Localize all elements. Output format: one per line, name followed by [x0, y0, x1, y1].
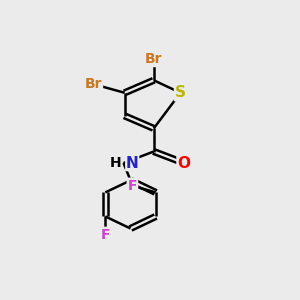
- Text: F: F: [128, 179, 137, 193]
- Text: O: O: [178, 155, 190, 170]
- Text: Br: Br: [85, 77, 102, 91]
- Text: H: H: [110, 156, 121, 170]
- Text: Br: Br: [145, 52, 163, 66]
- Text: N: N: [126, 155, 139, 170]
- Text: F: F: [100, 228, 110, 242]
- Text: S: S: [175, 85, 186, 100]
